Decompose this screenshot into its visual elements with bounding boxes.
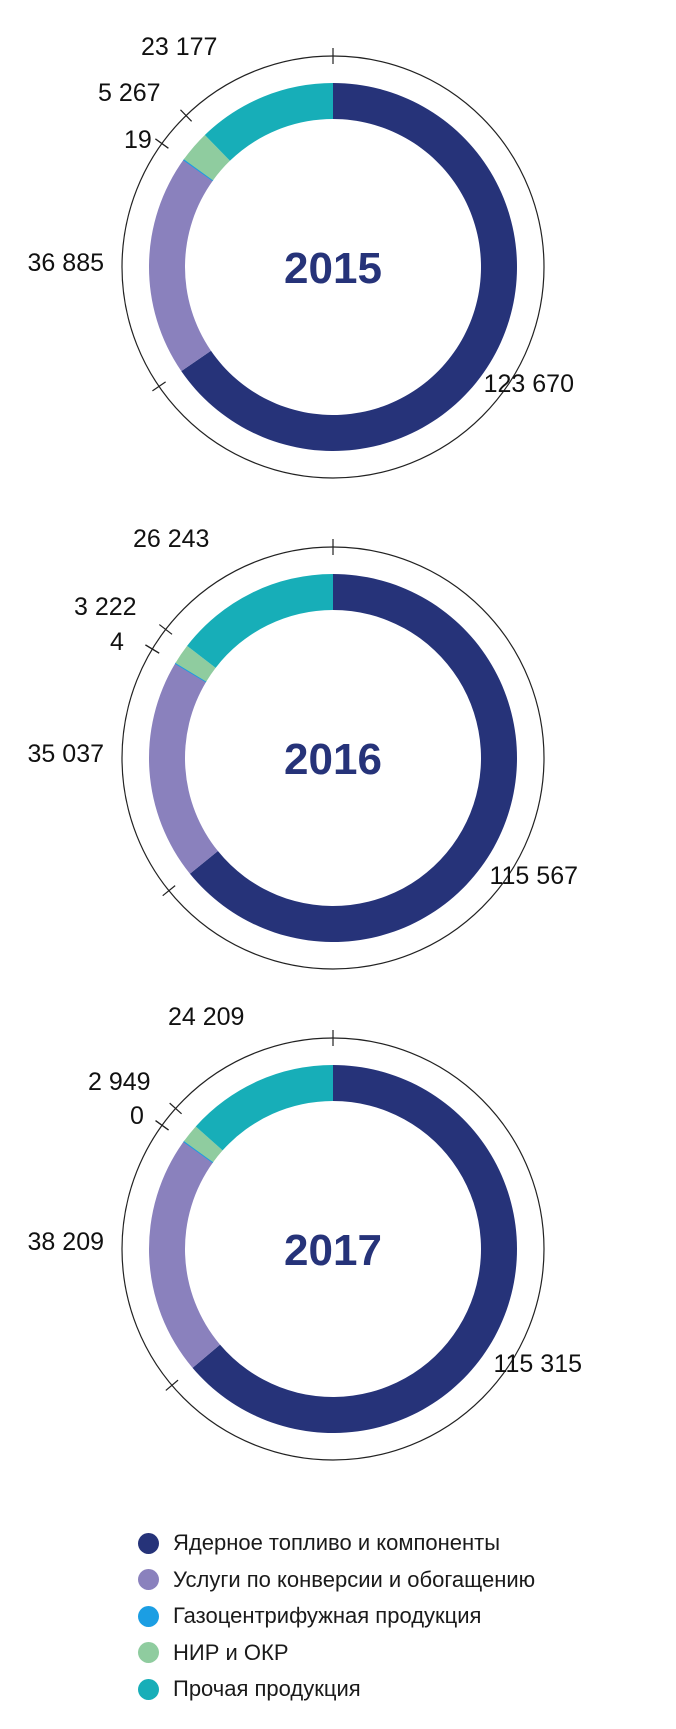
data-label-nuclear-fuel: 115 315 (493, 1350, 582, 1378)
charts-canvas: 123 670 36 885 19 5 267 23 177 2015 115 567 35… (28, 33, 582, 1461)
data-label-conversion-services: 38 209 (28, 1228, 104, 1256)
frame-tick (155, 1120, 169, 1131)
frame-tick (165, 1379, 179, 1391)
legend-label-nuclear-fuel: Ядерное топливо и компоненты (173, 1530, 501, 1556)
data-label-centrifuge: 4 (110, 628, 124, 656)
donut-segment-nuclear-fuel (192, 1065, 517, 1434)
legend-swatch-conversion-services (138, 1569, 159, 1591)
legend-item-nuclear-fuel: Ядерное топливо и компоненты (138, 1525, 535, 1562)
data-label-centrifuge: 0 (130, 1102, 144, 1130)
donut-chart-2016: 115 567 35 037 4 3 222 26 243 2016 (28, 525, 578, 970)
data-label-rnd: 3 222 (74, 593, 137, 621)
frame-tick (152, 381, 166, 392)
legend-swatch-nuclear-fuel (138, 1532, 159, 1554)
data-label-conversion-services: 35 037 (28, 740, 104, 768)
legend-swatch-centrifuge (138, 1605, 159, 1627)
frame-tick (169, 1102, 182, 1115)
frame-tick (158, 624, 173, 635)
donut-segment-rnd (175, 645, 216, 682)
donut-segment-other-products (195, 1065, 333, 1151)
donut-segment-other-products (204, 83, 333, 161)
data-label-other-products: 26 243 (133, 525, 209, 553)
donut-segment-conversion-services (148, 159, 213, 372)
data-label-other-products: 23 177 (141, 33, 217, 61)
data-label-conversion-services: 36 885 (28, 249, 104, 277)
donut-segment-other-products (187, 574, 333, 668)
legend-swatch-other-products (138, 1678, 159, 1700)
donut-chart-2015: 123 670 36 885 19 5 267 23 177 2015 (28, 33, 574, 479)
frame-tick (162, 885, 176, 897)
legend-item-rnd: НИР и ОКР (138, 1635, 535, 1672)
frame-tick (155, 138, 169, 149)
legend-label-centrifuge: Газоцентрифужная продукция (173, 1603, 482, 1629)
legend-swatch-rnd (138, 1642, 159, 1664)
year-center-label: 2015 (284, 244, 382, 293)
donut-segment-rnd (183, 134, 230, 181)
frame-tick (145, 644, 160, 654)
data-label-rnd: 2 949 (88, 1068, 151, 1096)
donut-chart-2017: 115 315 38 209 0 2 949 24 209 2017 (28, 1003, 582, 1461)
donut-segment-conversion-services (149, 662, 218, 874)
legend-label-rnd: НИР и ОКР (173, 1639, 289, 1665)
donut-segment-conversion-services (149, 1141, 221, 1368)
data-label-nuclear-fuel: 123 670 (484, 370, 574, 398)
legend-item-centrifuge: Газоцентрифужная продукция (138, 1598, 535, 1635)
frame-tick (180, 109, 193, 122)
donut-segment-nuclear-fuel (189, 574, 518, 943)
data-label-centrifuge: 19 (124, 126, 152, 154)
data-label-nuclear-fuel: 115 567 (489, 862, 578, 890)
legend-label-other-products: Прочая продукция (173, 1676, 361, 1702)
year-center-label: 2016 (284, 735, 382, 784)
data-label-rnd: 5 267 (98, 79, 161, 107)
donut-segment-rnd (183, 1126, 223, 1163)
legend: Ядерное топливо и компоненты Услуги по к… (138, 1525, 535, 1708)
legend-label-conversion-services: Услуги по конверсии и обогащению (173, 1566, 536, 1592)
data-label-other-products: 24 209 (168, 1003, 244, 1031)
legend-item-conversion-services: Услуги по конверсии и обогащению (138, 1562, 535, 1599)
legend-item-other-products: Прочая продукция (138, 1671, 535, 1708)
year-center-label: 2017 (284, 1226, 382, 1275)
